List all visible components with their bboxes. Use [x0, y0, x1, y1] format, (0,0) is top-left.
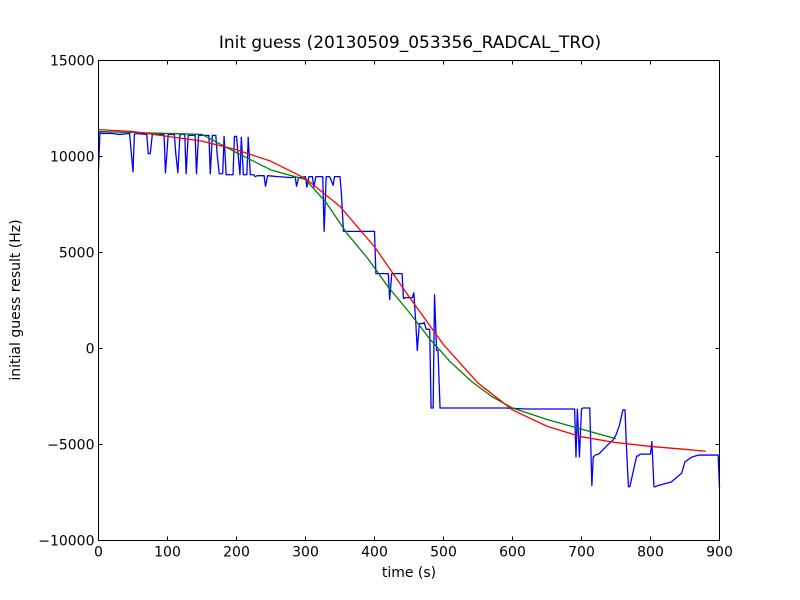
series-layer: [97, 128, 721, 488]
y-tick-label: −10000: [38, 534, 94, 550]
x-tick-label: 200: [223, 545, 250, 561]
ticks-layer: 0 100 200 300 400 500 600 700 800 900 −10000 −5000 0…: [38, 54, 733, 561]
plot-frame: [98, 60, 720, 541]
x-tick-label: 400: [361, 545, 388, 561]
series-line-1: [97, 131, 721, 488]
x-tick-label: 800: [637, 545, 664, 561]
x-tick-label: 600: [499, 545, 526, 561]
y-tick-label: 10000: [50, 150, 95, 166]
x-tick-label: 0: [94, 545, 103, 561]
x-tick-label: 100: [154, 545, 181, 561]
x-axis-label: time (s): [382, 565, 436, 581]
x-tick-label: 500: [430, 545, 457, 561]
series-line-2: [98, 130, 617, 440]
y-tick-label: 5000: [59, 246, 95, 262]
x-tick-label: 900: [706, 545, 733, 561]
x-tick-label: 300: [292, 545, 319, 561]
series-line-3: [98, 128, 706, 452]
y-axis-label: initial guess result (Hz): [8, 219, 24, 380]
x-tick-label: 700: [568, 545, 595, 561]
y-tick-label: 15000: [50, 54, 95, 70]
y-tick-label: −5000: [47, 438, 94, 454]
chart-title: Init guess (20130509_053356_RADCAL_TRO): [219, 33, 601, 53]
y-tick-label: 0: [86, 342, 95, 358]
